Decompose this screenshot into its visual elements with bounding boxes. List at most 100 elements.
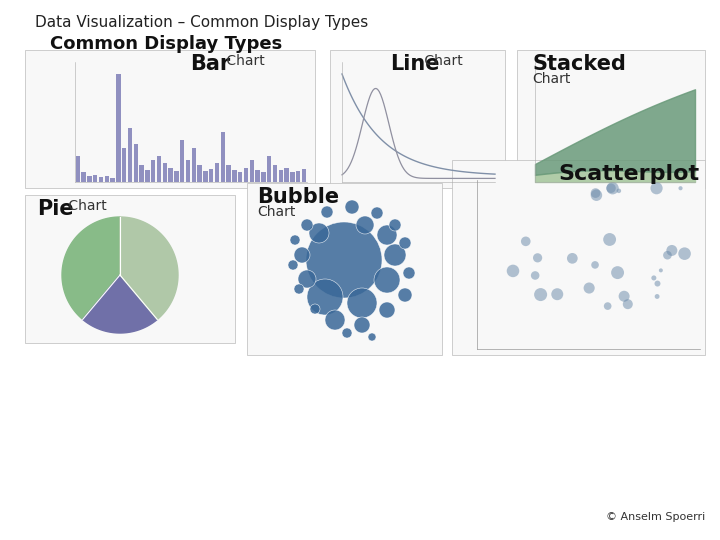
Point [622,300,634,308]
Circle shape [377,225,397,245]
Bar [180,140,184,182]
Circle shape [347,288,377,318]
Bar [93,175,97,182]
Bar [87,176,91,182]
Bar [104,176,109,182]
Circle shape [309,223,329,243]
Bar [163,163,167,182]
Point [589,261,600,269]
Bar [145,170,150,182]
Point [613,186,625,195]
Bar [76,156,80,182]
Bar [134,144,138,182]
Bar [244,167,248,182]
Point [604,235,616,244]
Text: Chart: Chart [257,205,295,219]
Circle shape [403,267,415,279]
Circle shape [307,279,343,315]
Circle shape [298,270,316,288]
Circle shape [374,267,400,293]
Polygon shape [120,217,178,320]
Text: Data: Data [310,52,313,53]
Bar [247,183,442,355]
Point [652,279,663,288]
Point [666,246,678,255]
Circle shape [310,304,320,314]
Bar [99,177,103,182]
Circle shape [354,317,370,333]
Bar [209,169,213,182]
Circle shape [356,216,374,234]
Point [612,268,624,277]
Bar [261,172,266,182]
Point [602,302,613,310]
Point [607,184,618,193]
Circle shape [345,200,359,214]
Text: Chart: Chart [532,72,570,86]
Bar [330,50,505,188]
Point [507,267,518,275]
Bar [302,169,306,182]
Bar [250,160,254,182]
Bar [110,178,114,182]
Circle shape [294,284,304,294]
Point [552,290,563,299]
Bar [290,172,294,182]
Circle shape [342,328,352,338]
Point [535,291,546,299]
Polygon shape [83,275,157,333]
Point [652,292,663,301]
Text: Pie: Pie [37,199,73,219]
Bar [168,167,173,182]
Bar [232,170,237,182]
Text: Bubble: Bubble [257,187,339,207]
Circle shape [306,222,382,298]
Bar [267,156,271,182]
Point [567,254,578,262]
Text: Line: Line [390,54,439,74]
Bar [197,165,202,182]
Bar [127,128,132,182]
Circle shape [368,333,376,341]
Point [675,184,686,193]
Circle shape [321,206,333,218]
Point [590,191,602,200]
Bar [186,160,190,182]
Point [532,253,544,262]
Bar [81,172,86,182]
Point [606,184,617,193]
Point [655,266,667,275]
Circle shape [379,302,395,318]
Bar [203,171,207,182]
Bar [122,148,126,182]
Circle shape [288,260,298,270]
Text: Chart: Chart [420,54,463,68]
Point [520,237,531,246]
Bar [517,50,705,188]
Bar [284,167,289,182]
Bar [226,165,230,182]
Circle shape [294,247,310,263]
Text: Data Visualization – Common Display Types: Data Visualization – Common Display Type… [35,15,368,30]
Bar [215,163,219,182]
Bar [220,132,225,182]
Bar [279,170,283,182]
Point [583,284,595,292]
Bar [151,160,156,182]
Bar [140,165,144,182]
Point [651,184,662,193]
Point [529,271,541,280]
Circle shape [389,219,401,231]
Circle shape [399,237,411,249]
Text: Bar: Bar [190,54,230,74]
Point [648,274,660,282]
Bar [256,170,260,182]
Circle shape [301,219,313,231]
Bar [116,74,120,182]
Text: Chart: Chart [222,54,265,68]
Point [618,292,630,301]
Bar [25,195,235,343]
Bar [273,165,277,182]
Bar [192,148,196,182]
Circle shape [384,244,406,266]
